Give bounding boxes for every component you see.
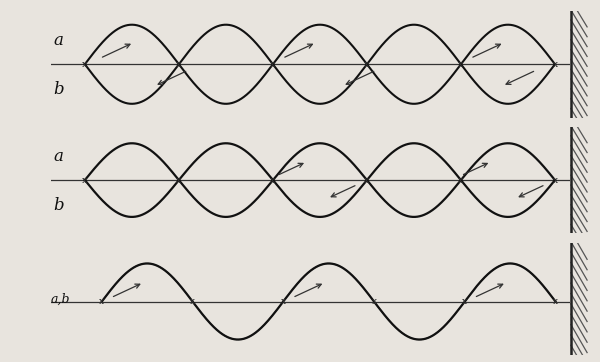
Text: x: x — [364, 60, 370, 69]
Text: x: x — [553, 297, 558, 306]
Text: x: x — [364, 176, 370, 185]
Text: x: x — [371, 297, 377, 306]
Text: x: x — [458, 176, 463, 185]
Text: x: x — [99, 297, 104, 306]
Text: x: x — [462, 297, 467, 306]
Text: a: a — [53, 148, 64, 165]
Text: a: a — [53, 32, 64, 49]
Text: b: b — [53, 81, 64, 98]
Text: a,b: a,b — [50, 293, 70, 306]
Text: x: x — [271, 176, 275, 185]
Text: x: x — [176, 176, 181, 185]
Text: x: x — [553, 60, 557, 69]
Text: x: x — [176, 60, 181, 69]
Text: b: b — [53, 197, 64, 214]
Text: x: x — [82, 60, 88, 69]
Text: x: x — [271, 60, 275, 69]
Text: x: x — [458, 60, 463, 69]
Text: x: x — [281, 297, 286, 306]
Text: x: x — [553, 176, 557, 185]
Text: x: x — [82, 176, 88, 185]
Text: x: x — [190, 297, 195, 306]
